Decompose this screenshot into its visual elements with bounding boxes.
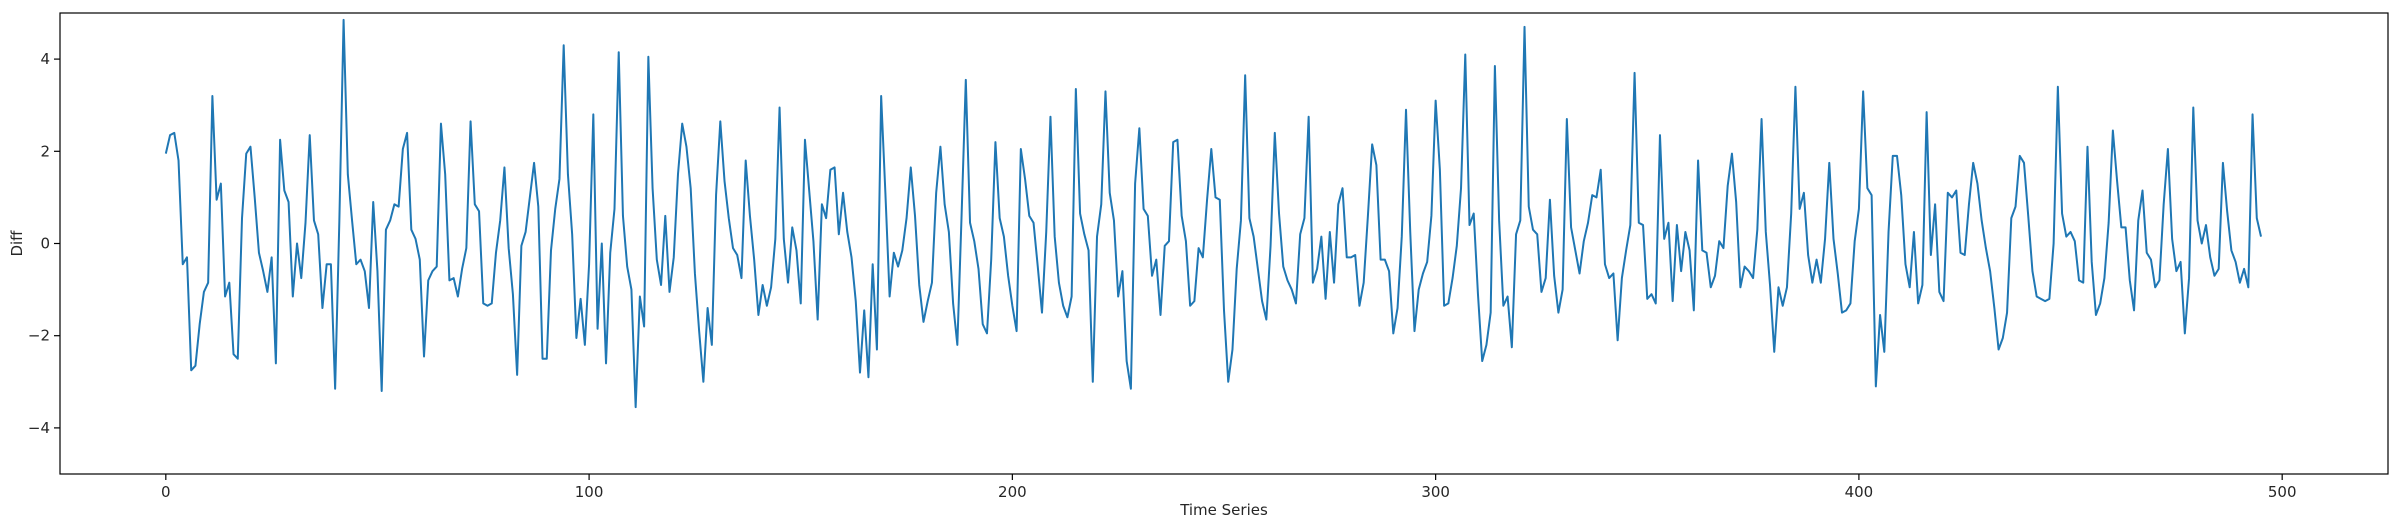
y-tick-label: −4: [28, 419, 50, 437]
x-tick-label: 500: [2268, 483, 2297, 501]
x-tick-label: 400: [1845, 483, 1874, 501]
x-tick-label: 0: [161, 483, 171, 501]
y-axis-label: Diff: [8, 230, 26, 257]
y-tick-label: −2: [28, 327, 50, 345]
y-tick-label: 4: [40, 50, 50, 68]
y-tick-label: 2: [40, 142, 50, 160]
x-tick-label: 200: [998, 483, 1027, 501]
x-tick-label: 300: [1421, 483, 1450, 501]
axes-frame: [59, 12, 2389, 475]
x-tick-label: 100: [575, 483, 604, 501]
y-axis: −4 −2 0 2 4: [28, 50, 60, 437]
plot-area: [59, 12, 2389, 475]
series-line: [164, 18, 2262, 409]
x-axis: 0 100 200 300 400 500: [161, 474, 2297, 501]
y-tick-label: 0: [40, 235, 50, 253]
x-axis-label: Time Series: [1179, 501, 1268, 519]
